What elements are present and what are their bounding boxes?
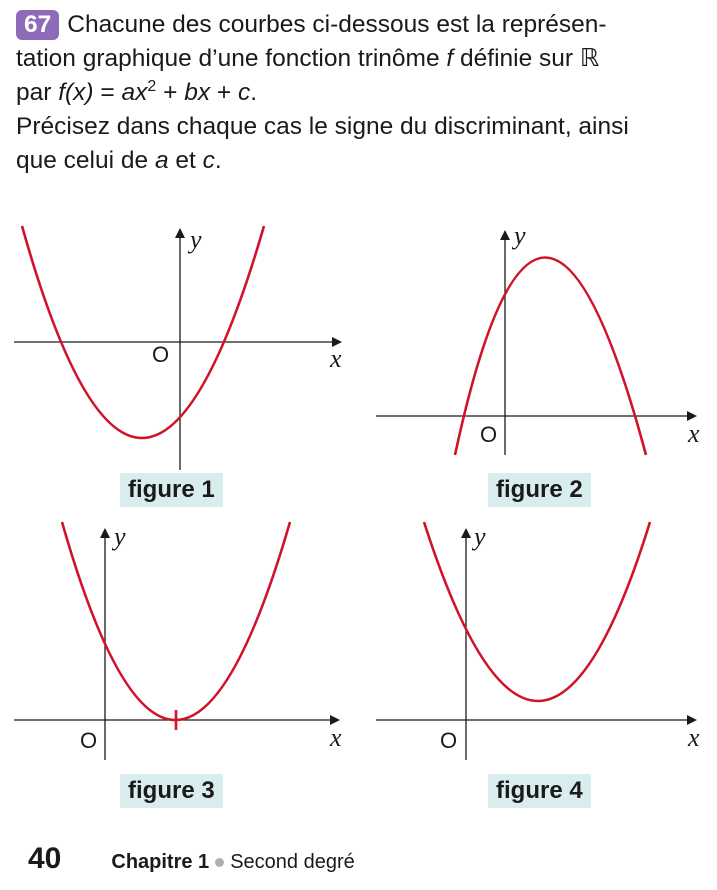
- figure-1-y-arrow: [175, 228, 185, 238]
- figure-1-x-label: x: [329, 344, 342, 373]
- figure-1-caption: figure 1: [120, 473, 223, 507]
- figure-1-graph: y x O: [14, 225, 342, 470]
- exercise-statement: 67 Chacune des courbes ci-dessous est la …: [16, 8, 706, 178]
- figure-4-curve: [422, 521, 652, 703]
- page-footer: 40 Chapitre 1 Second degré: [28, 844, 355, 877]
- term-a: ax: [121, 79, 148, 106]
- figure-2-y-arrow: [500, 230, 510, 240]
- chapter-label: Chapitre 1: [111, 851, 210, 873]
- figure-3-origin-label: O: [80, 728, 97, 753]
- period-2: .: [214, 147, 222, 174]
- figure-3-y-arrow: [100, 528, 110, 538]
- figure-2-x-label: x: [687, 419, 700, 448]
- figure-4-x-label: x: [687, 723, 700, 752]
- equals-sign: =: [93, 79, 122, 106]
- plus-sign-1: +: [156, 79, 185, 106]
- statement-line-3-start: par: [16, 79, 59, 106]
- page-number: 40: [28, 842, 62, 875]
- statement-line-4: Précisez dans chaque cas le signe du dis…: [16, 113, 629, 140]
- function-name: f: [446, 45, 454, 72]
- figure-4-x-arrow: [687, 715, 697, 725]
- figure-1-y-label: y: [187, 225, 202, 254]
- coef-a: a: [154, 147, 169, 174]
- figure-4-origin-label: O: [440, 728, 457, 753]
- statement-line-2-start: tation graphique d’une fonction trinôme: [16, 45, 447, 72]
- separator-dot-icon: [215, 858, 225, 868]
- figure-3-caption: figure 3: [120, 774, 223, 808]
- exponent-2: 2: [147, 77, 157, 95]
- coef-c: c: [202, 147, 215, 174]
- period: .: [250, 79, 258, 106]
- exercise-number-badge: 67: [16, 10, 60, 40]
- figure-1-origin-label: O: [152, 342, 169, 367]
- figure-4-caption: figure 4: [488, 774, 591, 808]
- figure-4-y-label: y: [471, 522, 486, 551]
- figure-2-y-label: y: [511, 221, 526, 250]
- figure-2-caption: figure 2: [488, 473, 591, 507]
- figure-3-x-label: x: [329, 723, 342, 752]
- figure-3-y-label: y: [111, 522, 126, 551]
- statement-line-5-start: que celui de: [16, 147, 155, 174]
- figure-1-x-arrow: [332, 337, 342, 347]
- figure-1-curve: [20, 225, 266, 440]
- figure-2-graph: y x O: [376, 221, 700, 456]
- statement-line-1: Chacune des courbes ci-dessous est la re…: [67, 11, 607, 38]
- function-expression: f(x): [58, 79, 94, 106]
- term-b: bx: [184, 79, 211, 106]
- figure-2-x-arrow: [687, 411, 697, 421]
- plus-sign-2: +: [210, 79, 238, 106]
- term-c: c: [238, 79, 251, 106]
- figure-4-graph: y x O: [376, 521, 700, 760]
- figure-3-x-arrow: [330, 715, 340, 725]
- figure-3-graph: y x O: [14, 521, 342, 760]
- figure-2-origin-label: O: [480, 422, 497, 447]
- figure-4-y-arrow: [461, 528, 471, 538]
- conjunction: et: [168, 147, 203, 174]
- figure-2-curve: [453, 256, 648, 456]
- figure-3-curve: [60, 521, 292, 722]
- chapter-title: Second degré: [230, 851, 355, 873]
- statement-line-2-end: définie sur ℝ: [453, 45, 600, 72]
